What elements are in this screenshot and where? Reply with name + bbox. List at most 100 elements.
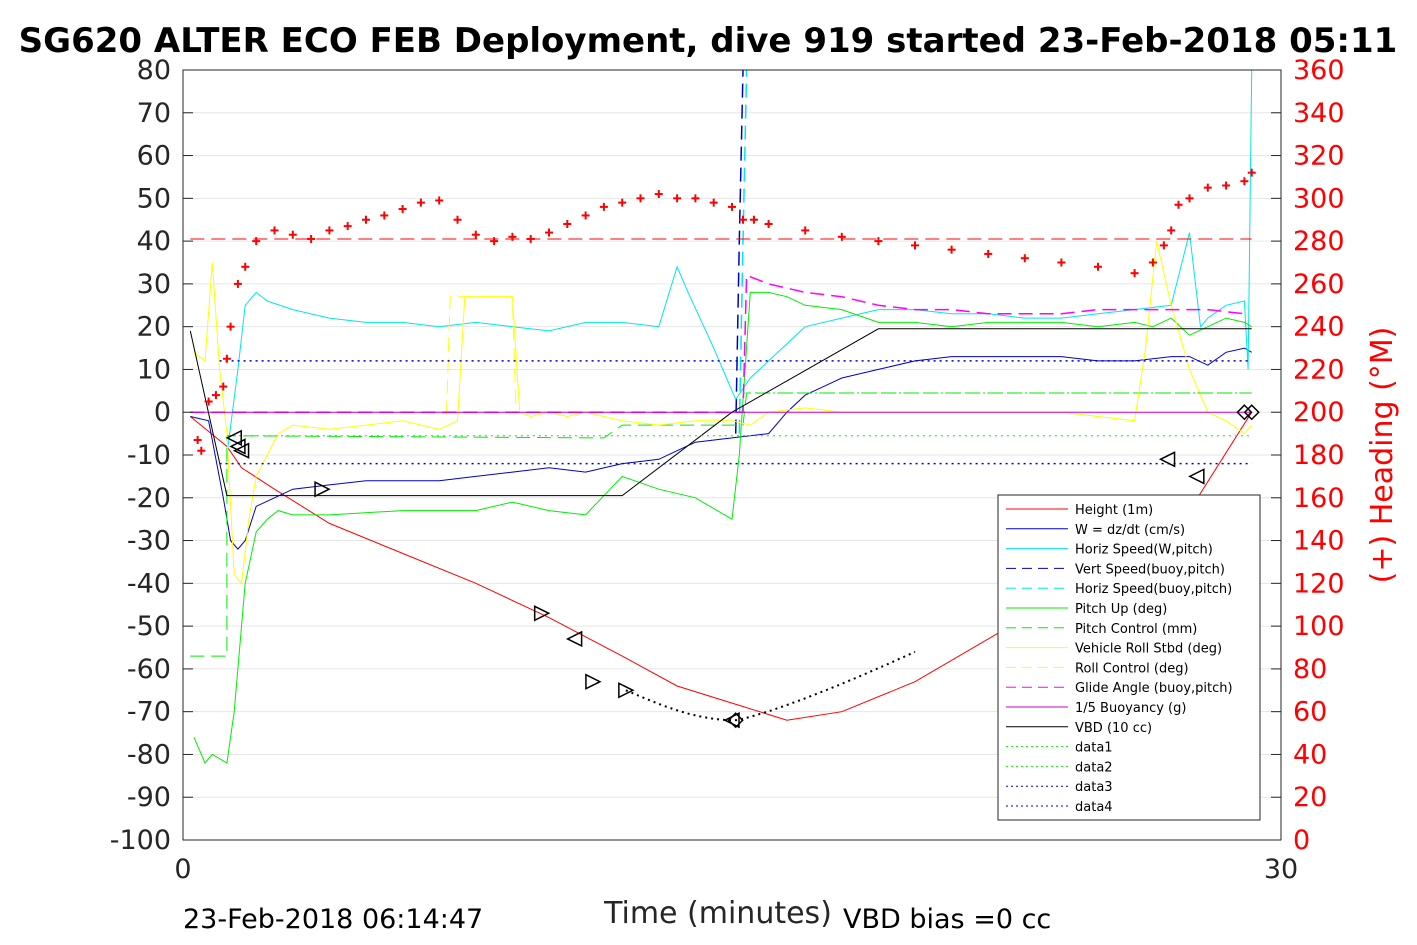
- left-tick-label: -40: [127, 568, 171, 599]
- heading-marker: [654, 190, 663, 199]
- legend-label: data2: [1075, 760, 1113, 775]
- heading-marker: [709, 198, 718, 207]
- right-tick-label: 220: [1293, 354, 1345, 385]
- heading-marker: [233, 279, 242, 288]
- legend-label: Horiz Speed(W,pitch): [1075, 543, 1213, 558]
- left-axis-ticks: 80 70 60 50 40 30 20 10 0 -10 -20 -30 -40 -50 -60 -70 -8…: [110, 55, 193, 856]
- series-vert_buoy: [734, 69, 744, 434]
- event-triangle: [314, 481, 331, 498]
- heading-marker: [618, 198, 627, 207]
- heading-marker: [1167, 226, 1176, 235]
- heading-marker: [1247, 168, 1256, 177]
- event-triangle: [229, 438, 246, 455]
- heading-marker: [380, 211, 389, 220]
- heading-marker: [1130, 269, 1139, 278]
- left-tick-label: 0: [154, 397, 171, 428]
- legend-label: data3: [1075, 780, 1113, 795]
- right-tick-label: 60: [1293, 697, 1327, 728]
- heading-marker: [1094, 262, 1102, 271]
- x-axis-label: Time (minutes): [603, 896, 832, 931]
- left-tick-label: 60: [137, 141, 171, 172]
- left-tick-label: 70: [137, 98, 171, 129]
- right-tick-label: 300: [1293, 183, 1345, 214]
- right-tick-label: 320: [1293, 141, 1345, 172]
- heading-marker: [911, 241, 919, 250]
- event-triangle: [1188, 468, 1205, 485]
- series-glide: [190, 274, 1245, 413]
- heading-marker: [984, 249, 993, 258]
- left-tick-label: -50: [127, 611, 171, 642]
- legend-label: Pitch Control (mm): [1075, 622, 1197, 637]
- left-tick-label: -80: [127, 739, 171, 770]
- right-tick-label: 100: [1293, 611, 1345, 642]
- legend: Height (1m) W = dz/dt (cm/s) Horiz Speed(W…: [997, 494, 1261, 821]
- heading-marker: [691, 194, 700, 203]
- right-tick-label: 200: [1293, 397, 1345, 428]
- legend-label: VBD (10 cc): [1075, 721, 1152, 736]
- heading-marker: [490, 237, 499, 246]
- heading-marker: [219, 382, 228, 391]
- heading-marker: [307, 234, 316, 243]
- heading-marker: [738, 215, 747, 224]
- left-tick-label: 10: [137, 354, 171, 385]
- left-tick-label: 80: [137, 55, 171, 86]
- event-triangle: [618, 682, 635, 699]
- series-horiz_w: [226, 69, 1253, 456]
- heading-marker: [252, 237, 261, 246]
- heading-marker: [636, 194, 645, 203]
- chart-title: SG620 ALTER ECO FEB Deployment, dive 919…: [19, 21, 1398, 61]
- right-axis-ticks: 3603403203002802602402202001801601401201…: [1271, 55, 1345, 856]
- footer-timestamp: 23-Feb-2018 06:14:47: [183, 904, 483, 935]
- right-tick-label: 180: [1293, 440, 1345, 471]
- legend-label: Horiz Speed(buoy,pitch): [1075, 582, 1232, 597]
- heading-marker: [270, 226, 279, 235]
- legend-label: Roll Control (deg): [1075, 661, 1189, 676]
- right-tick-label: 240: [1293, 312, 1345, 343]
- heading-marker: [801, 226, 810, 235]
- event-triangle: [533, 605, 551, 622]
- right-tick-label: 120: [1293, 568, 1345, 599]
- legend-label: Height (1m): [1075, 503, 1153, 518]
- series-w: [190, 347, 1252, 550]
- heading-marker: [874, 237, 883, 246]
- heading-marker: [416, 198, 425, 207]
- dive-dots: [625, 650, 916, 722]
- left-tick-label: -10: [127, 440, 171, 471]
- heading-marker: [728, 202, 736, 211]
- x-axis-ticks: 0 30: [174, 830, 1298, 885]
- heading-marker: [453, 215, 462, 224]
- left-tick-label: 50: [137, 183, 171, 214]
- legend-label: data1: [1075, 741, 1113, 756]
- heading-marker: [1148, 258, 1157, 267]
- heading-marker: [241, 262, 250, 271]
- heading-marker: [1222, 181, 1231, 190]
- heading-marker: [581, 211, 590, 220]
- heading-marker: [508, 232, 517, 241]
- event-triangle: [585, 673, 602, 690]
- x-tick-label: 30: [1264, 854, 1298, 885]
- x-tick-label: 0: [174, 854, 191, 885]
- event-triangle: [565, 630, 583, 648]
- right-axis-label: (+) Heading (°M): [1365, 327, 1400, 584]
- heading-markers: [193, 168, 1256, 455]
- legend-label: Vert Speed(buoy,pitch): [1075, 562, 1225, 577]
- heading-marker: [362, 215, 370, 224]
- heading-marker: [764, 220, 773, 228]
- heading-marker: [526, 234, 535, 243]
- event-triangle: [225, 429, 242, 447]
- left-tick-label: -90: [127, 782, 171, 813]
- heading-marker: [226, 322, 235, 331]
- heading-marker: [1020, 254, 1029, 263]
- heading-marker: [947, 245, 956, 254]
- heading-marker: [1159, 241, 1168, 250]
- heading-marker: [193, 436, 202, 445]
- series-pitch_up: [193, 291, 1252, 764]
- right-tick-label: 340: [1293, 98, 1345, 129]
- left-tick-label: 20: [137, 312, 171, 343]
- legend-label: Glide Angle (buoy,pitch): [1075, 681, 1233, 696]
- heading-marker: [545, 228, 553, 237]
- event-triangle: [232, 442, 250, 459]
- heading-marker: [673, 194, 682, 203]
- left-tick-label: -30: [127, 526, 171, 557]
- right-tick-label: 0: [1293, 825, 1310, 856]
